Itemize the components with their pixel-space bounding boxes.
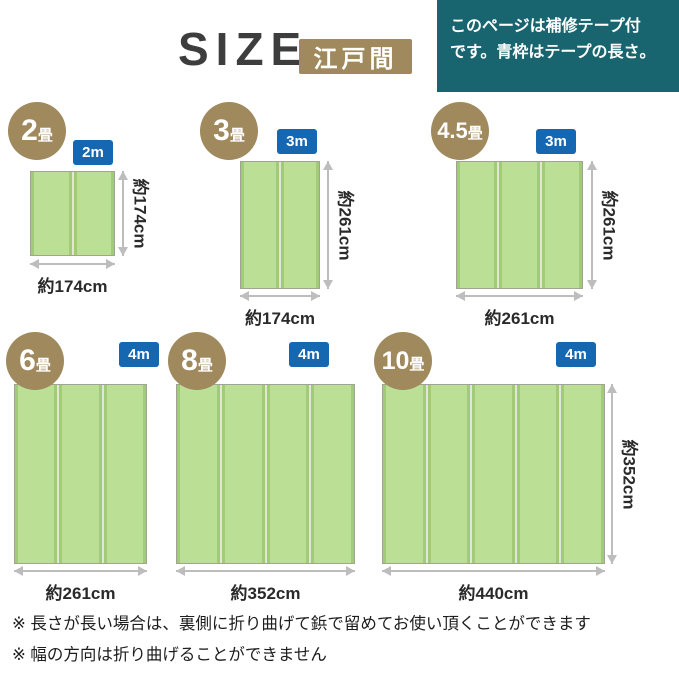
size-title: SIZE (178, 23, 309, 75)
width-label-2jo: 約174cm (37, 277, 108, 296)
tatami-panel (266, 385, 312, 563)
tatami-panel (457, 162, 500, 288)
width-label-6jo: 約261cm (45, 584, 116, 603)
height-label-3jo: 約261cm (335, 190, 355, 260)
tape-badge-2jo: 2m (73, 140, 113, 165)
height-label-10jo: 約352cm (619, 439, 639, 509)
size-unit: 畳 (467, 125, 483, 142)
height-arrow-2jo (118, 171, 128, 256)
tatami-panel (103, 385, 146, 563)
tatami-panel (73, 172, 114, 255)
tape-badge-6jo: 4m (119, 342, 159, 367)
tape-badge-10jo: 4m (556, 342, 596, 367)
size-circle-2jo: 2畳 (8, 102, 66, 160)
tatami-panel (59, 385, 104, 563)
rug-8jo (176, 384, 355, 564)
tatami-panel (177, 385, 222, 563)
size-circle-4-5jo: 4.5畳 (431, 102, 489, 160)
tape-badge-4-5jo: 3m (536, 129, 576, 154)
size-number: 6 (19, 344, 36, 377)
height-arrow-4-5jo (587, 161, 597, 289)
rug-6jo (14, 384, 147, 564)
size-number: 4.5 (437, 118, 468, 143)
tatami-panel (472, 385, 517, 563)
size-circle-8jo: 8畳 (168, 332, 226, 390)
tatami-panel (516, 385, 562, 563)
tatami-panel (241, 162, 281, 288)
height-label-4-5jo: 約261cm (599, 190, 619, 260)
height-arrow-10jo (607, 384, 617, 564)
tatami-panel (221, 385, 267, 563)
tatami-panel (311, 385, 354, 563)
rug-4-5jo (456, 161, 583, 289)
tatami-panel (31, 172, 74, 255)
tatami-panel (561, 385, 604, 563)
width-label-10jo: 約440cm (458, 584, 529, 603)
tatami-panel (281, 162, 319, 288)
rug-10jo (382, 384, 605, 564)
tatami-panel (15, 385, 60, 563)
width-label-8jo: 約352cm (230, 584, 301, 603)
rug-3jo (240, 161, 320, 289)
width-arrow-3jo (240, 291, 320, 301)
width-arrow-4-5jo (456, 291, 583, 301)
tape-badge-3jo: 3m (277, 129, 317, 154)
footnote-1: ※ 長さが長い場合は、裏側に折り曲げて鋲で留めてお使い頂くことができます (12, 615, 591, 633)
width-arrow-2jo (30, 259, 115, 269)
edoma-region-badge: 江戸間 (299, 39, 412, 74)
width-arrow-10jo (382, 566, 605, 576)
size-circle-6jo: 6畳 (6, 332, 64, 390)
tatami-panel (427, 385, 473, 563)
size-number: 8 (181, 344, 198, 377)
note-line-2: です。青枠はテープの長さ。 (450, 44, 656, 62)
note-line-1: このページは補修テープ付 (450, 18, 641, 35)
height-arrow-3jo (323, 161, 333, 289)
width-arrow-6jo (14, 566, 147, 576)
tatami-panel (499, 162, 542, 288)
size-unit: 畳 (197, 357, 213, 374)
size-circle-3jo: 3畳 (200, 102, 258, 160)
repair-tape-note-box: このページは補修テープ付 です。青枠はテープの長さ。 (437, 0, 679, 92)
size-circle-10jo: 10畳 (374, 332, 432, 390)
size-unit: 畳 (37, 127, 53, 144)
width-label-3jo: 約174cm (245, 309, 315, 328)
size-unit: 畳 (409, 355, 425, 373)
size-unit: 畳 (35, 357, 51, 374)
tatami-panel (383, 385, 428, 563)
size-unit: 畳 (229, 127, 245, 144)
tape-badge-8jo: 4m (289, 342, 329, 367)
size-number: 2 (21, 114, 38, 147)
tatami-panel (541, 162, 582, 288)
rug-2jo (30, 171, 115, 256)
width-arrow-8jo (176, 566, 355, 576)
size-number: 3 (213, 114, 230, 147)
height-label-2jo: 約174cm (130, 178, 150, 249)
size-number: 10 (381, 346, 410, 375)
width-label-4-5jo: 約261cm (484, 309, 555, 328)
footnote-2: ※ 幅の方向は折り曲げることができません (12, 646, 327, 664)
